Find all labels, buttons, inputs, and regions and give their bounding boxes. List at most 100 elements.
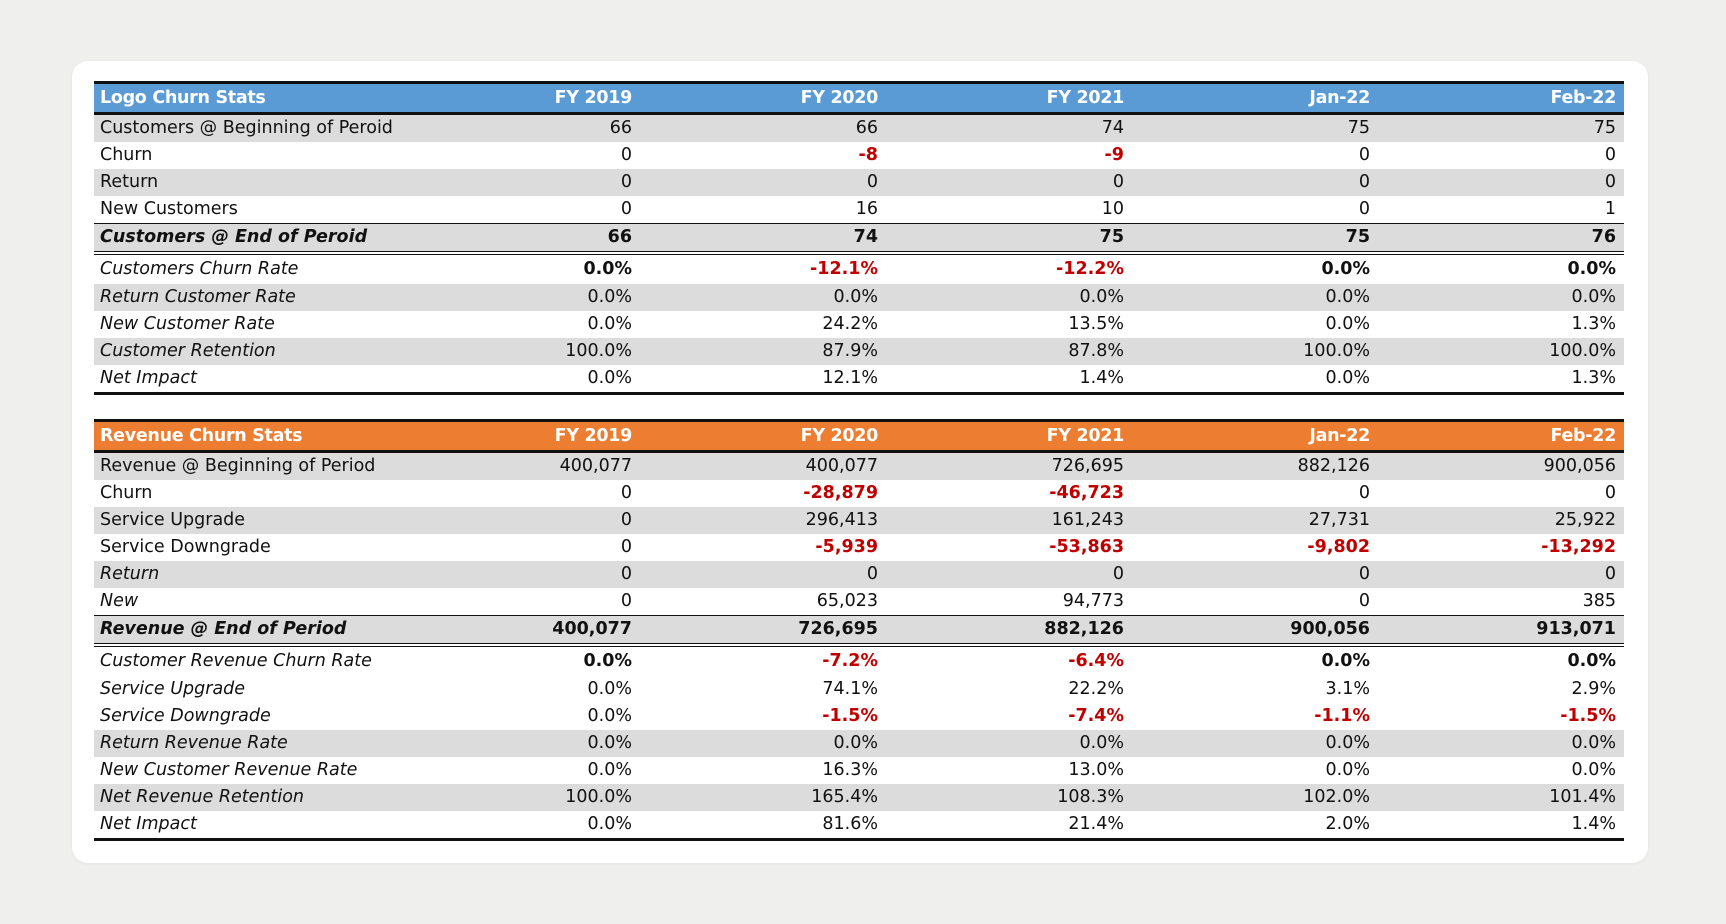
row-label: New Customers — [100, 199, 238, 219]
cell-value: 400,077 — [640, 451, 886, 480]
cell-value: 0 — [1132, 561, 1378, 588]
cell-value: 1.4% — [1378, 811, 1624, 841]
cell-value: 21.4% — [886, 811, 1132, 841]
cell-value: 0.0% — [886, 284, 1132, 311]
row-label: Return — [94, 561, 394, 588]
cell-value: -1.5% — [822, 706, 878, 726]
row-label: New Customer Rate — [100, 314, 275, 334]
row-label: Net Impact — [94, 811, 394, 841]
cell-value: 0.0% — [1132, 365, 1378, 395]
cell-value: 25,922 — [1378, 507, 1624, 534]
cell-value: 24.2% — [822, 314, 878, 334]
cell-value: 101.4% — [1378, 784, 1624, 811]
cell-value: -9,802 — [1307, 537, 1370, 557]
total-row: Customers @ End of Peroid 66 74 75 75 76 — [94, 223, 1624, 255]
cell-value: 0 — [394, 169, 640, 196]
cell-value: 66 — [640, 113, 886, 142]
cell-value: 0 — [886, 169, 1132, 196]
cell-value: 0.0% — [394, 730, 640, 757]
cell-value: 102.0% — [1132, 784, 1378, 811]
table-row: Net Impact 0.0% 12.1% 1.4% 0.0% 1.3% — [94, 365, 1624, 395]
cell-value: -6.4% — [1068, 651, 1124, 671]
cell-value: 3.1% — [1325, 679, 1370, 699]
cell-value: 13.5% — [1068, 314, 1124, 334]
cell-value: 161,243 — [886, 507, 1132, 534]
cell-value: 385 — [1582, 591, 1616, 611]
table-row: New Customer Revenue Rate 0.0% 16.3% 13.… — [94, 757, 1624, 784]
row-label: Return — [94, 169, 394, 196]
table-row: New 0 65,023 94,773 0 385 — [94, 588, 1624, 616]
row-label: Service Downgrade — [100, 706, 271, 726]
cell-value: -53,863 — [1049, 537, 1124, 557]
cell-value: 100.0% — [394, 784, 640, 811]
row-label: Churn — [100, 483, 153, 503]
cell-value: 1.3% — [1378, 365, 1624, 395]
cell-value: 100.0% — [1378, 338, 1624, 365]
cell-value: -7.4% — [1068, 706, 1124, 726]
table-row: Return Revenue Rate 0.0% 0.0% 0.0% 0.0% … — [94, 730, 1624, 757]
logo-churn-table: Logo Churn Stats FY 2019 FY 2020 FY 2021… — [94, 81, 1624, 395]
cell-value: 0.0% — [587, 314, 632, 334]
cell-value: 0.0% — [1571, 760, 1616, 780]
column-header: FY 2019 — [394, 81, 640, 115]
cell-value: 2.9% — [1571, 679, 1616, 699]
cell-value: 74.1% — [822, 679, 878, 699]
cell-value: 0.0% — [394, 284, 640, 311]
cell-value: 0.0% — [1378, 730, 1624, 757]
cell-value: 0 — [1358, 591, 1370, 611]
cell-value: 22.2% — [1068, 679, 1124, 699]
cell-value: 0 — [620, 145, 632, 165]
cell-value: 87.8% — [886, 338, 1132, 365]
row-label: Customers @ End of Peroid — [94, 223, 394, 255]
cell-value: 0 — [1604, 145, 1616, 165]
cell-value: 0 — [620, 591, 632, 611]
cell-value: -5,939 — [815, 537, 878, 557]
cell-value: 0.0% — [587, 679, 632, 699]
cell-value: 0 — [1132, 169, 1378, 196]
cell-value: 0 — [640, 169, 886, 196]
row-label: Service Upgrade — [94, 507, 394, 534]
table-row: Revenue @ Beginning of Period 400,077 40… — [94, 451, 1624, 480]
row-label: New — [100, 591, 139, 611]
table-row: Customers Churn Rate 0.0% -12.1% -12.2% … — [94, 253, 1624, 284]
row-label: Revenue @ Beginning of Period — [94, 451, 394, 480]
table-row: Net Revenue Retention 100.0% 165.4% 108.… — [94, 784, 1624, 811]
cell-value: 13.0% — [1068, 760, 1124, 780]
cell-value: -1.5% — [1560, 706, 1616, 726]
cell-value: 0.0% — [1325, 760, 1370, 780]
cell-value: 27,731 — [1132, 507, 1378, 534]
cell-value: -1.1% — [1314, 706, 1370, 726]
cell-value: 66 — [394, 223, 640, 255]
row-label: Customers @ Beginning of Peroid — [94, 113, 394, 142]
cell-value: 913,071 — [1378, 615, 1624, 647]
row-label: Revenue @ End of Period — [94, 615, 394, 647]
cell-value: 76 — [1378, 223, 1624, 255]
cell-value: 0 — [886, 561, 1132, 588]
table-row: Customers @ Beginning of Peroid 66 66 74… — [94, 113, 1624, 142]
cell-value: 165.4% — [640, 784, 886, 811]
cell-value: 74 — [640, 223, 886, 255]
cell-value: 0.0% — [1321, 651, 1370, 671]
cell-value: 400,077 — [394, 451, 640, 480]
cell-value: 0 — [620, 537, 632, 557]
cell-value: 882,126 — [886, 615, 1132, 647]
revenue-churn-table: Revenue Churn Stats FY 2019 FY 2020 FY 2… — [94, 419, 1624, 841]
cell-value: 75 — [1378, 113, 1624, 142]
cell-value: 0.0% — [394, 365, 640, 395]
row-label: Net Impact — [94, 365, 394, 395]
cell-value: 1.3% — [1571, 314, 1616, 334]
row-label: Service Downgrade — [100, 537, 271, 557]
table-row: Return 0 0 0 0 0 — [94, 169, 1624, 196]
cell-value: 0.0% — [394, 811, 640, 841]
cell-value: 0 — [1358, 199, 1370, 219]
cell-value: 0.0% — [1378, 284, 1624, 311]
cell-value: 16.3% — [822, 760, 878, 780]
report-card: Logo Churn Stats FY 2019 FY 2020 FY 2021… — [72, 61, 1648, 863]
cell-value: 0.0% — [1567, 651, 1616, 671]
row-label: Net Revenue Retention — [94, 784, 394, 811]
table-row: Churn 0 -28,879 -46,723 0 0 — [94, 480, 1624, 507]
cell-value: 0 — [394, 507, 640, 534]
cell-value: 0.0% — [587, 706, 632, 726]
logo-header-row: Logo Churn Stats FY 2019 FY 2020 FY 2021… — [94, 81, 1624, 115]
cell-value: -8 — [858, 145, 878, 165]
